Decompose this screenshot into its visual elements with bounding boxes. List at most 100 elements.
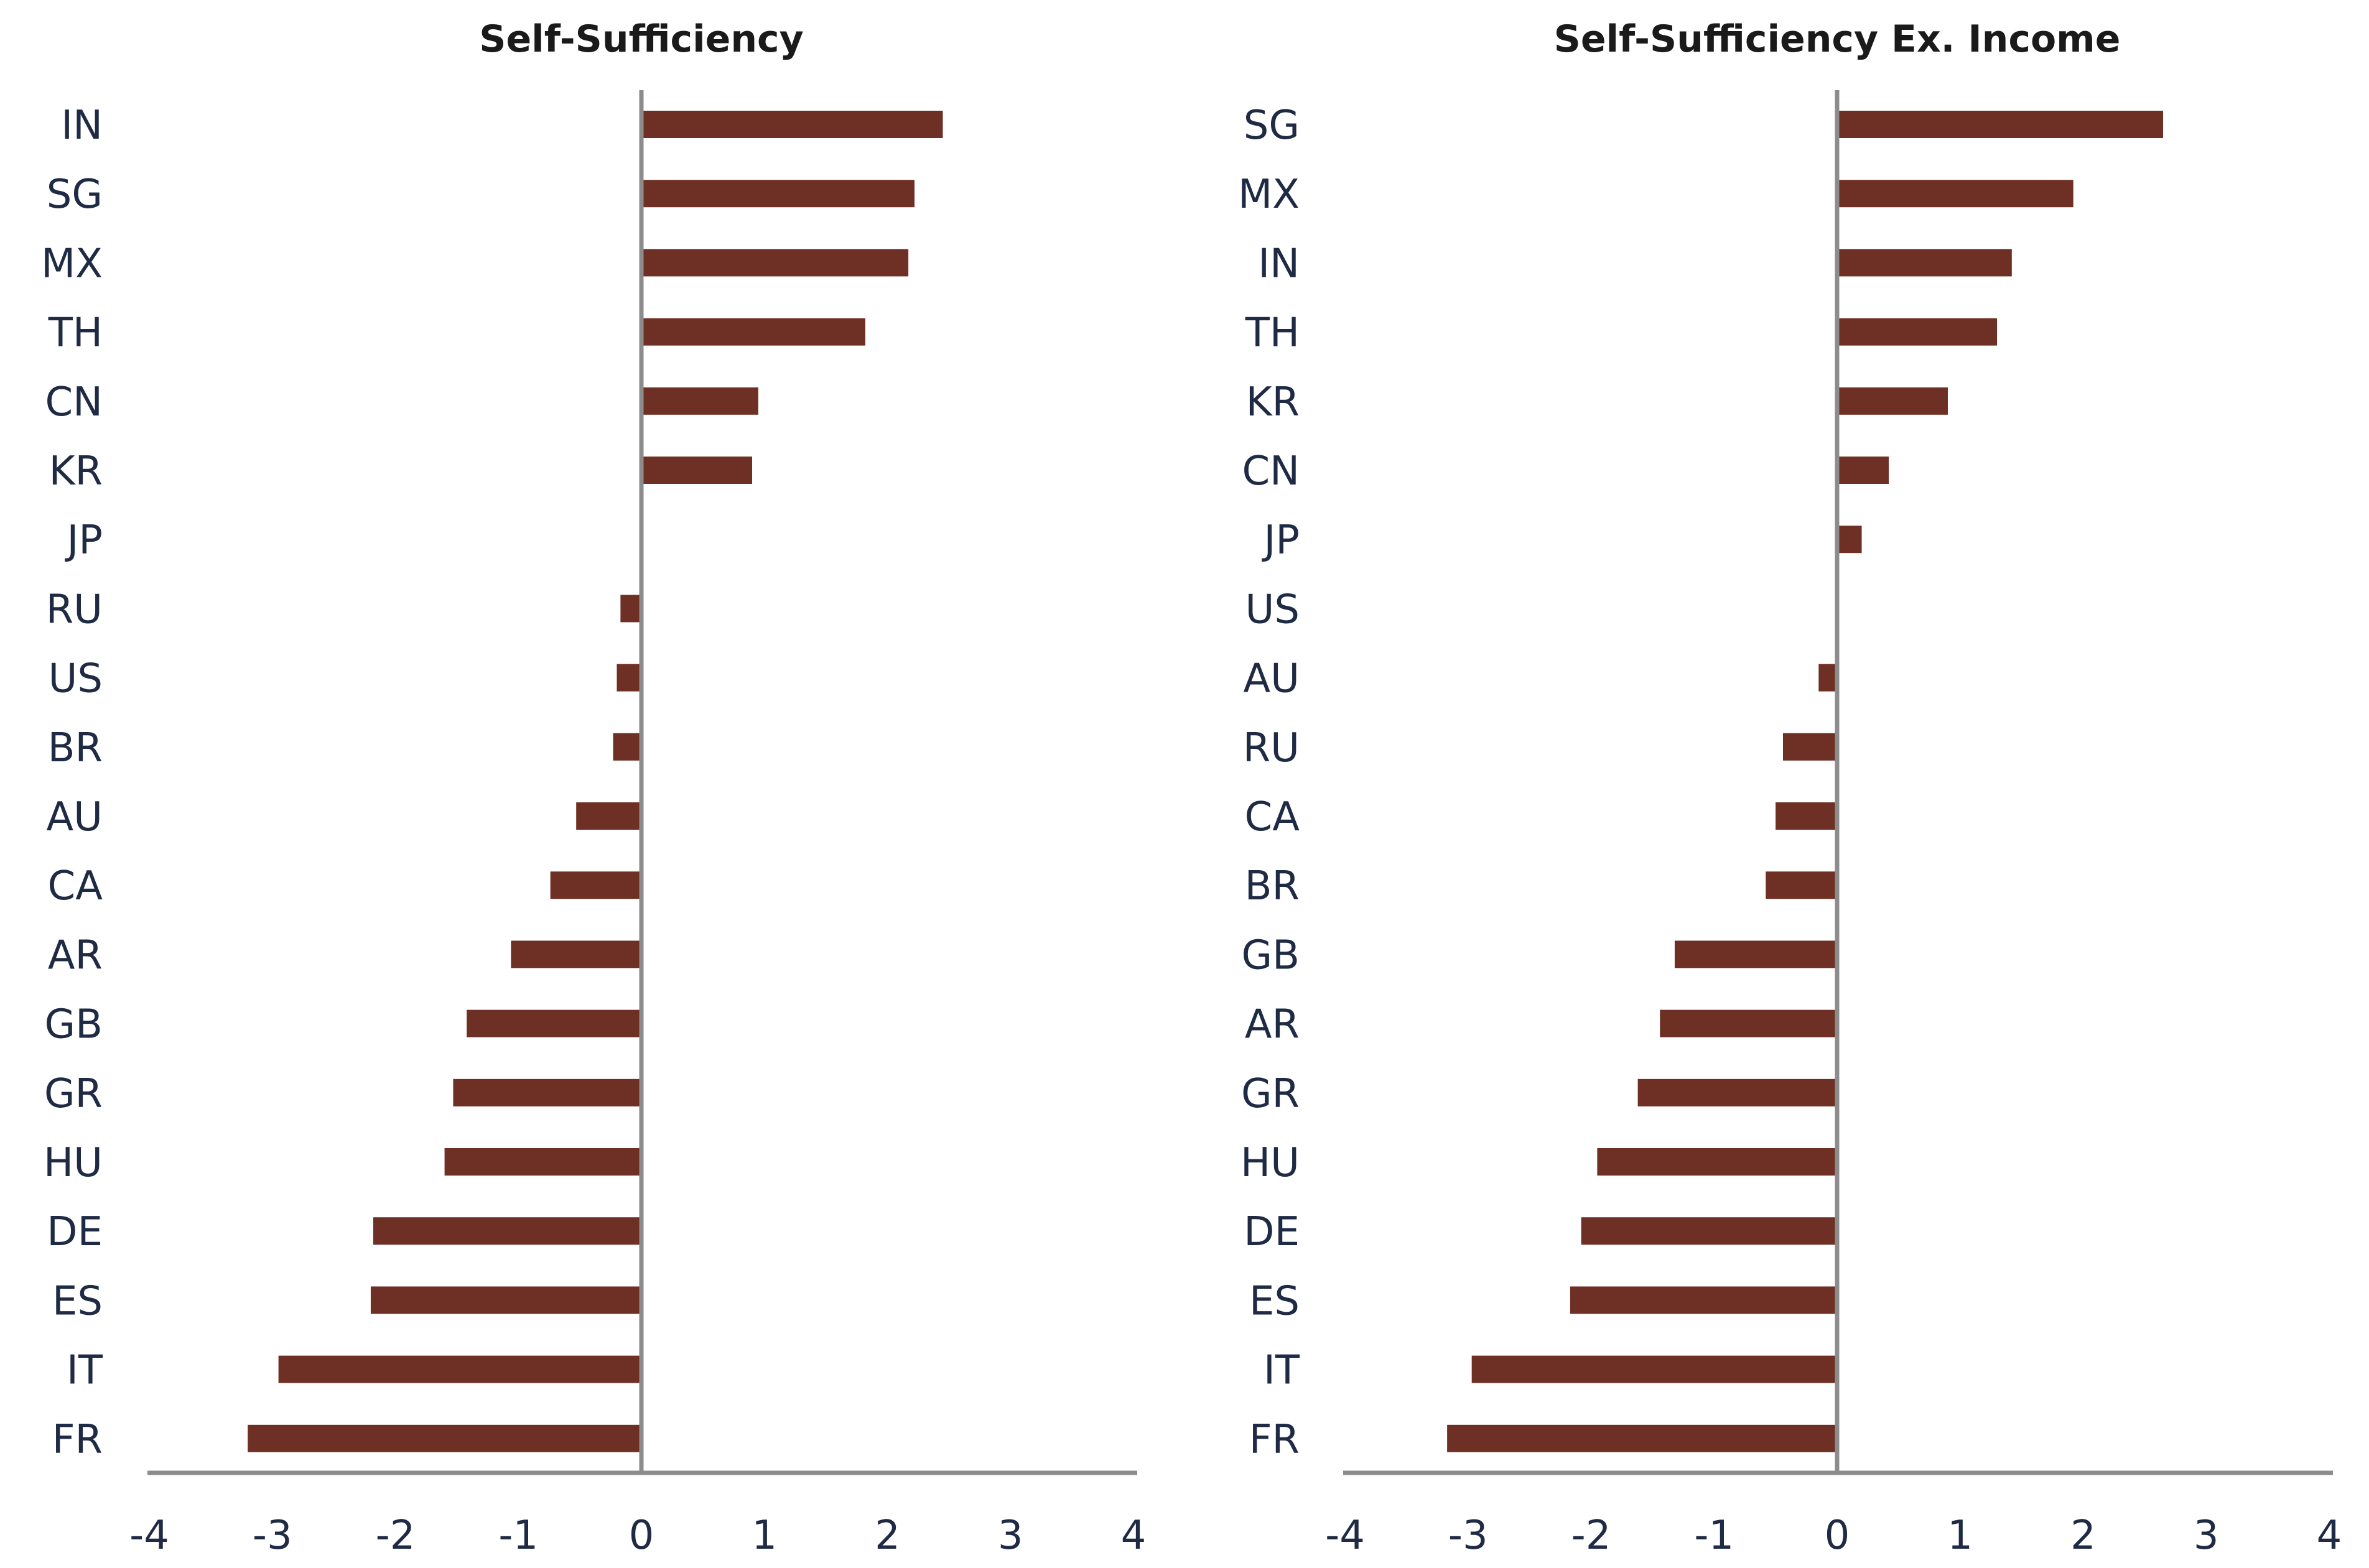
bar-ca (550, 871, 641, 899)
category-label-ar: AR (1245, 1002, 1300, 1048)
category-label-au: AU (1243, 656, 1300, 702)
category-label-jp: JP (1262, 517, 1300, 564)
bar-ru (1782, 733, 1837, 761)
category-label-es: ES (1249, 1278, 1300, 1324)
category-label-ca: CA (48, 863, 103, 909)
category-label-kr: KR (1246, 379, 1300, 425)
category-label-in: IN (61, 103, 103, 149)
chart-panel-self-sufficiency-ex-income: Self-Sufficiency Ex. Income SG MX IN TH KR CN… (1184, 0, 2369, 1568)
x-tick-label: 4 (2317, 1513, 2342, 1559)
category-label-fr: FR (1249, 1417, 1300, 1463)
bar-sg (1837, 111, 2164, 138)
bar-de (1581, 1217, 1837, 1245)
x-tick-label: 3 (2194, 1513, 2219, 1559)
category-label-hu: HU (44, 1140, 103, 1186)
chart-panel-self-sufficiency: Self-Sufficiency IN SG MX TH CN KR JP RU US BR AU C… (0, 0, 1184, 1568)
category-label-cn: CN (45, 379, 103, 425)
category-label-de: DE (47, 1209, 103, 1255)
bar-mx (641, 249, 909, 277)
category-label-jp: JP (65, 517, 103, 564)
bar-gb (1674, 940, 1837, 968)
category-label-mx: MX (41, 241, 103, 287)
x-tick-label: 1 (1947, 1513, 1973, 1559)
chart-title: Self-Sufficiency Ex. Income (1553, 17, 2121, 61)
category-label-it: IT (67, 1348, 103, 1394)
category-label-br: BR (1245, 863, 1300, 909)
bar-es (1570, 1286, 1837, 1314)
x-tick-label: 2 (2070, 1513, 2096, 1559)
bar-th (641, 318, 865, 346)
chart-title: Self-Sufficiency (479, 17, 804, 61)
category-label-fr: FR (52, 1417, 103, 1463)
x-tick-label: -3 (1448, 1513, 1488, 1559)
category-label-it: IT (1264, 1348, 1300, 1394)
bar-gr (453, 1079, 641, 1106)
category-label-br: BR (48, 725, 103, 771)
bar-br (613, 733, 641, 761)
category-label-us: US (1245, 587, 1300, 633)
x-tick-label: 3 (998, 1513, 1023, 1559)
x-tick-label: -4 (1325, 1513, 1365, 1559)
bar-au (576, 802, 641, 830)
category-label-sg: SG (1244, 103, 1300, 149)
x-tick-label: 0 (1825, 1513, 1850, 1559)
category-label-ru: RU (46, 587, 103, 633)
bar-in (1837, 249, 2012, 277)
bar-ca (1776, 802, 1837, 830)
bar-in (641, 111, 943, 138)
x-tick-label: -2 (1571, 1513, 1611, 1559)
bar-fr (1447, 1424, 1837, 1452)
x-tick-label: -3 (253, 1513, 292, 1559)
category-label-es: ES (52, 1278, 103, 1324)
category-label-hu: HU (1240, 1140, 1300, 1186)
bar-au (1818, 664, 1837, 692)
bar-ar (1660, 1009, 1837, 1037)
category-label-in: IN (1258, 241, 1300, 287)
bar-chart-self-sufficiency: IN SG MX TH CN KR JP RU US BR AU CA AR GB GR HU DE ES IT FR… (41, 90, 1146, 1559)
bar-es (370, 1286, 641, 1314)
bar-mx (1837, 180, 2073, 208)
x-tick-label: -2 (376, 1513, 416, 1559)
bar-hu (444, 1148, 641, 1176)
category-label-gr: GR (44, 1071, 103, 1117)
bar-de (373, 1217, 641, 1245)
bar-cn (1837, 457, 1889, 484)
x-tick-label: -1 (1694, 1513, 1734, 1559)
bar-ru (620, 595, 641, 623)
category-label-cn: CN (1242, 448, 1300, 494)
category-label-gb: GB (45, 1002, 103, 1048)
category-label-th: TH (48, 310, 103, 356)
bar-fr (248, 1424, 641, 1452)
x-tick-label: 1 (752, 1513, 777, 1559)
bar-sg (641, 180, 915, 208)
bar-gr (1637, 1079, 1837, 1106)
category-label-th: TH (1245, 310, 1300, 356)
category-label-ca: CA (1245, 794, 1300, 840)
category-label-ar: AR (48, 932, 103, 978)
x-tick-label: 0 (629, 1513, 654, 1559)
bar-ar (511, 940, 641, 968)
bar-cn (641, 387, 758, 415)
bar-gb (467, 1009, 641, 1037)
x-tick-label: 2 (875, 1513, 900, 1559)
category-label-mx: MX (1238, 172, 1300, 218)
category-label-gb: GB (1242, 932, 1300, 978)
bar-kr (641, 457, 752, 484)
bar-us (617, 664, 641, 692)
category-label-ru: RU (1243, 725, 1300, 771)
category-label-au: AU (46, 794, 103, 840)
category-label-us: US (49, 656, 103, 702)
bar-it (1471, 1355, 1837, 1383)
bar-chart-self-sufficiency-ex-income: SG MX IN TH KR CN JP US AU RU CA BR GB AR GR HU DE ES IT FR… (1238, 90, 2342, 1559)
bar-kr (1837, 387, 1948, 415)
category-label-sg: SG (47, 172, 103, 218)
category-label-kr: KR (49, 448, 103, 494)
x-tick-label: -1 (498, 1513, 538, 1559)
x-tick-label: -4 (129, 1513, 169, 1559)
bar-jp (1837, 526, 1862, 554)
bar-it (278, 1355, 641, 1383)
bar-br (1766, 871, 1837, 899)
category-label-de: DE (1244, 1209, 1300, 1255)
bar-hu (1597, 1148, 1837, 1176)
category-label-gr: GR (1241, 1071, 1300, 1117)
